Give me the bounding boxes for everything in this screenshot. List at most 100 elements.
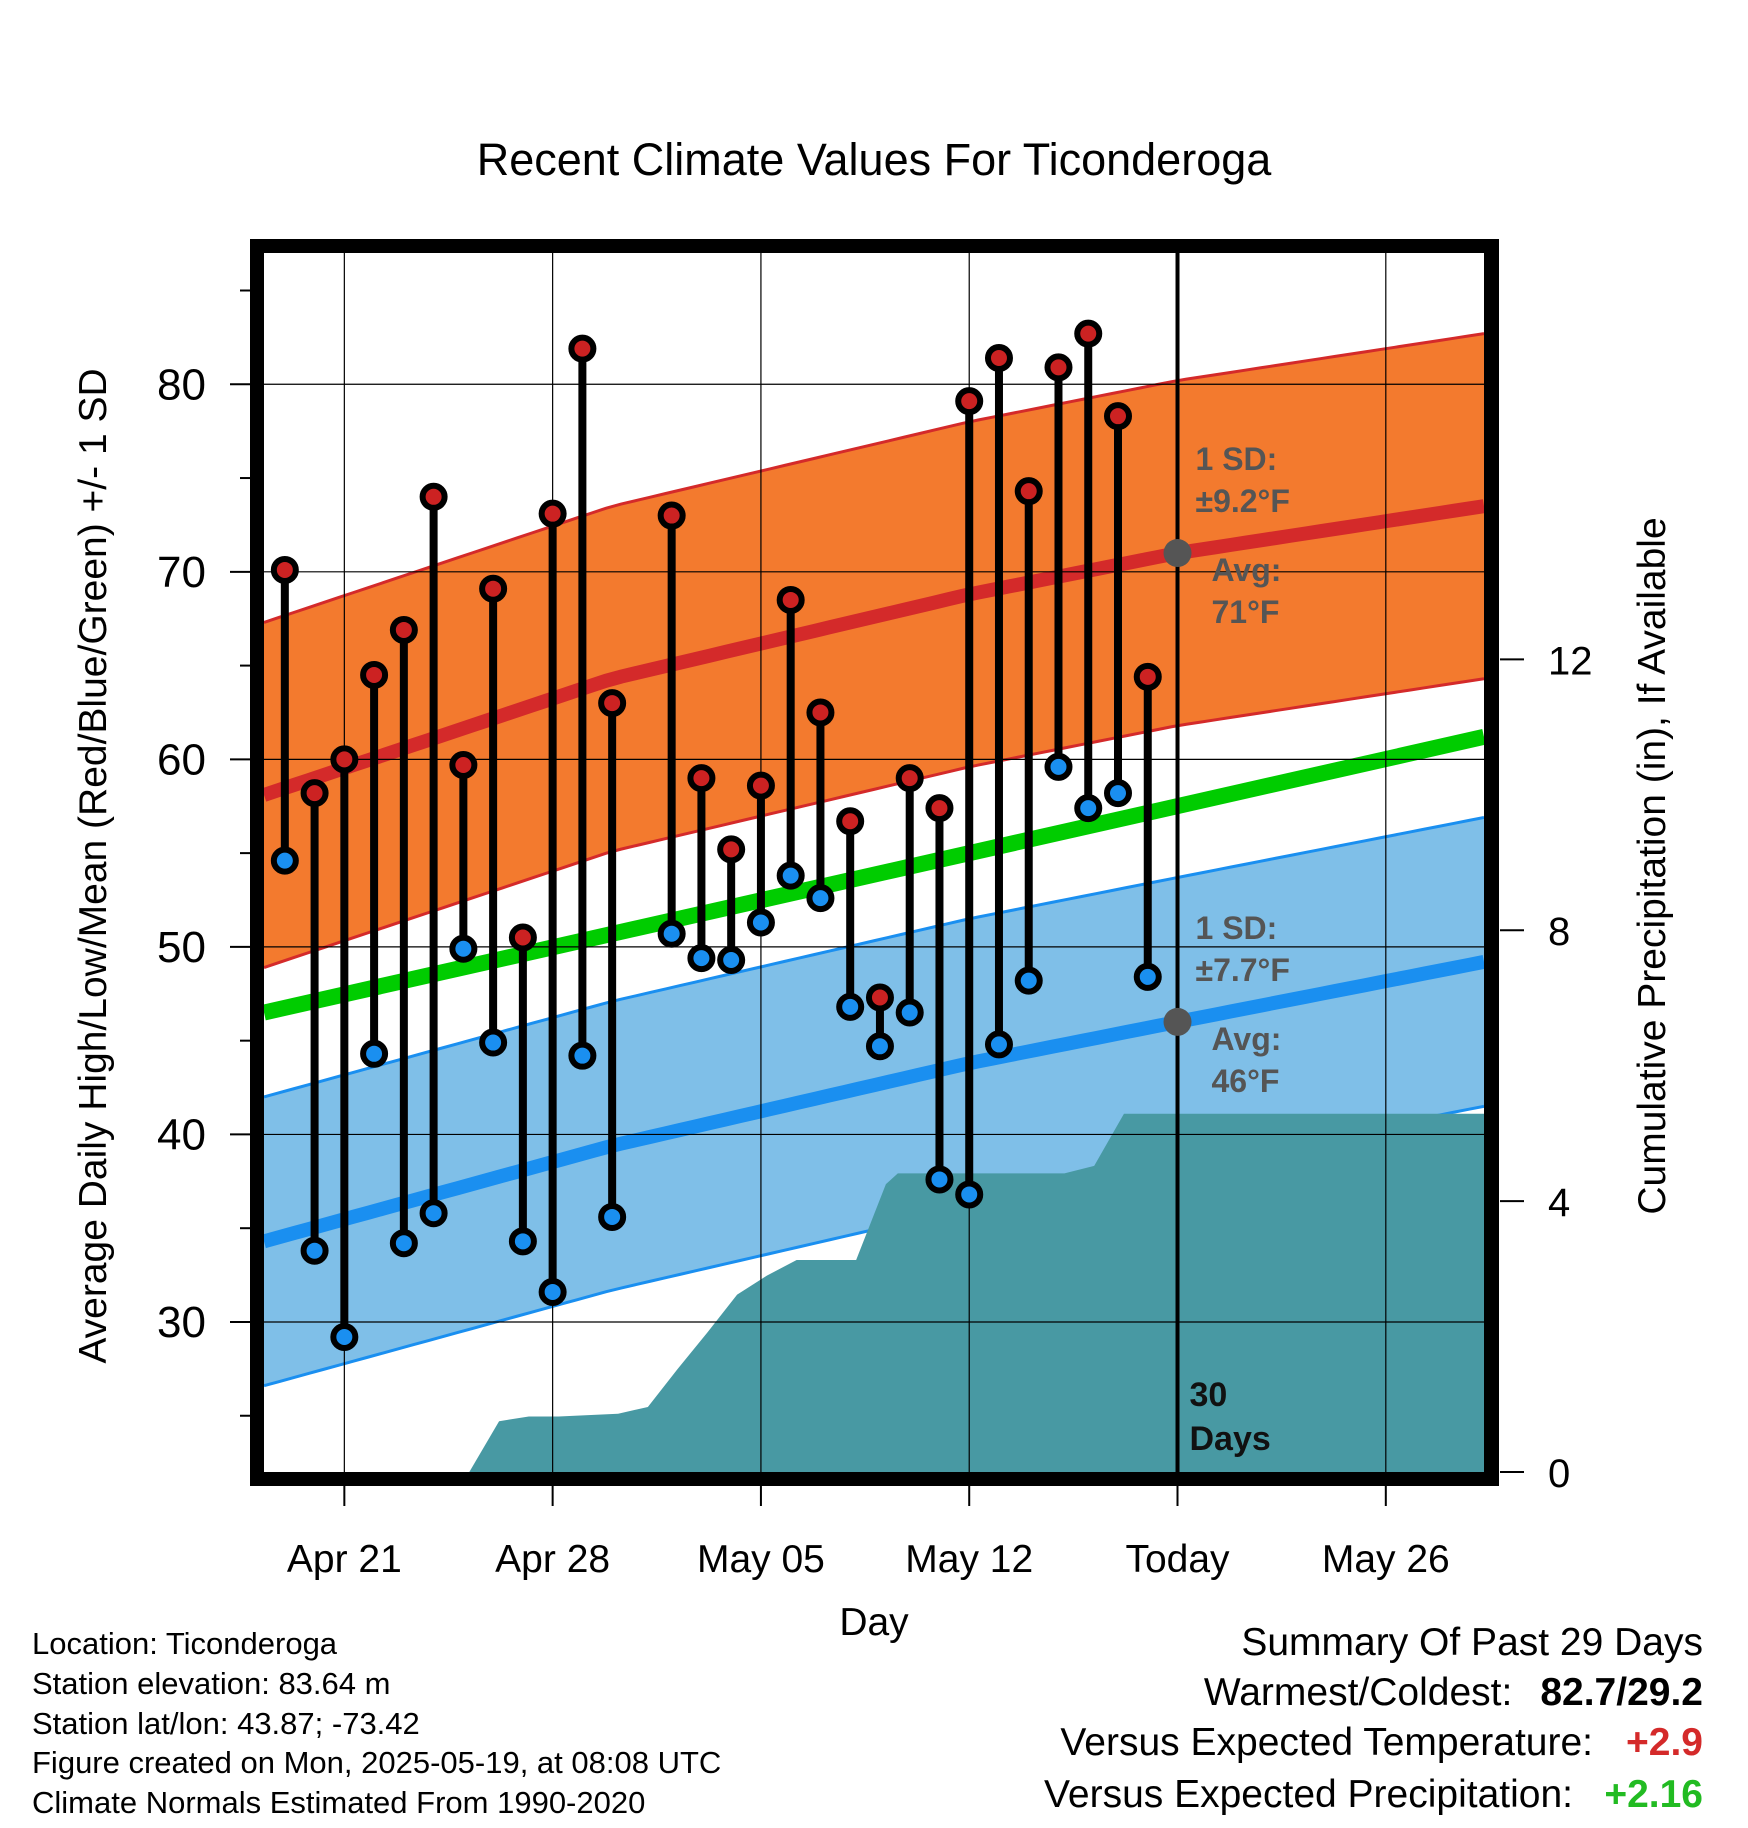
summary-warmest-value: 82.7/29.2 <box>1540 1671 1703 1714</box>
summary-precip-label: Versus Expected Precipitation: <box>1044 1773 1573 1816</box>
observed-high-point <box>389 615 418 644</box>
observed-high-point <box>508 923 537 952</box>
observed-low-point <box>806 884 835 913</box>
observed-high-point <box>776 585 805 614</box>
x-tick-label: Apr 21 <box>287 1538 402 1581</box>
observed-low-point <box>270 846 299 875</box>
observed-low-point <box>836 992 865 1021</box>
precip-area <box>469 1113 1484 1472</box>
normal-mean-line <box>264 729 1484 1021</box>
y2-tick-label: 12 <box>1548 639 1593 683</box>
info-created: Figure created on Mon, 2025-05-19, at 08… <box>32 1745 722 1780</box>
y-tick-label: 60 <box>157 735 206 784</box>
x-axis-title: Day <box>839 1601 909 1644</box>
normal-low-sd-title: 1 SD: <box>1196 910 1278 946</box>
observed-high-point <box>865 983 894 1012</box>
x-tick-label: May 05 <box>697 1538 825 1581</box>
plot-layers <box>264 253 1484 1472</box>
x-tick-label: Today <box>1125 1538 1230 1581</box>
observed-high-point <box>270 555 299 584</box>
observed-low-point <box>657 919 686 948</box>
observed-low-point <box>955 1180 984 1209</box>
observed-high-point <box>925 794 954 823</box>
observed-high-point <box>806 698 835 727</box>
summary-temp: Versus Expected Temperature: +2.9 <box>1060 1723 1703 1762</box>
summary-warmest-label: Warmest/Coldest: <box>1203 1671 1513 1714</box>
observed-low-point <box>776 861 805 890</box>
normal-low-band-upper <box>264 816 1484 1099</box>
normal-low-sd-value: ±7.7°F <box>1196 952 1290 988</box>
normal-high-sd-title: 1 SD: <box>1196 441 1278 477</box>
normal-high-avg-value: 71°F <box>1212 594 1280 630</box>
observed-high-point <box>746 771 775 800</box>
observed-high-point <box>300 779 329 808</box>
info-location: Location: Ticonderoga <box>32 1626 338 1661</box>
y-tick-label: 50 <box>157 923 206 972</box>
normal-high-band-upper <box>264 332 1484 624</box>
y2-tick-label: 4 <box>1548 1181 1570 1225</box>
chart-title: Recent Climate Values For Ticonderoga <box>477 134 1273 185</box>
y2-axis-title: Cumulative Precipitation (in), If Availa… <box>1631 517 1674 1214</box>
observed-high-point <box>568 334 597 363</box>
summary-precip-value: +2.16 <box>1604 1773 1703 1816</box>
observed-high-point <box>449 750 478 779</box>
normal-low-avg-title: Avg: <box>1212 1021 1282 1057</box>
y-tick-label: 70 <box>157 548 206 597</box>
observed-low-point <box>598 1202 627 1231</box>
observed-low-point <box>865 1032 894 1061</box>
observed-high-point <box>657 501 686 530</box>
observed-low-point <box>1104 779 1132 808</box>
summary-heading: Summary Of Past 29 Days <box>1241 1621 1703 1664</box>
observed-low-point <box>330 1322 359 1351</box>
observed-low-point <box>1074 794 1103 823</box>
observed-low-point <box>538 1277 567 1306</box>
info-latlon: Station lat/lon: 43.87; -73.42 <box>32 1706 420 1741</box>
observed-low-point <box>568 1041 597 1070</box>
y-tick-label: 80 <box>157 360 206 409</box>
observed-low-point <box>895 998 924 1027</box>
observed-low-point <box>449 934 478 963</box>
summary-temp-value: +2.9 <box>1626 1721 1703 1764</box>
observed-high-point <box>836 807 865 836</box>
normal-low-today-marker <box>1163 1007 1192 1036</box>
info-normals: Climate Normals Estimated From 1990-2020 <box>32 1785 646 1820</box>
normal-high-avg-line <box>264 499 1484 802</box>
x-tick-label: May 26 <box>1322 1538 1450 1581</box>
y-axis-title: Average Daily High/Low/Mean (Red/Blue/Gr… <box>72 368 115 1363</box>
today-days-number: 30 <box>1190 1376 1228 1414</box>
observed-low-point <box>746 908 775 937</box>
normal-low-avg-value: 46°F <box>1212 1063 1280 1099</box>
observed-low-point <box>687 944 716 973</box>
today-days-word: Days <box>1190 1420 1271 1458</box>
info-elevation: Station elevation: 83.64 m <box>32 1666 391 1701</box>
observed-low-point <box>508 1227 537 1256</box>
observed-low-point <box>1133 962 1162 991</box>
y2-tick-label: 8 <box>1548 910 1570 954</box>
observed-high-point <box>955 387 984 416</box>
observed-low-point <box>419 1199 448 1228</box>
summary-temp-label: Versus Expected Temperature: <box>1060 1721 1593 1764</box>
observed-low-point <box>360 1039 389 1068</box>
observed-low-point <box>479 1028 508 1057</box>
observed-high-point <box>360 660 389 689</box>
normal-low-avg-line <box>264 955 1484 1249</box>
observed-high-point <box>687 764 716 793</box>
observed-high-point <box>598 689 627 718</box>
observed-high-point <box>717 835 746 864</box>
observed-low-point <box>984 1030 1013 1059</box>
summary-warmest: Warmest/Coldest: 82.7/29.2 <box>1204 1673 1703 1712</box>
observed-high-point <box>419 482 448 511</box>
observed-low-point <box>925 1165 954 1194</box>
y2-tick-label: 0 <box>1548 1452 1570 1496</box>
normal-high-sd-value: ±9.2°F <box>1196 483 1290 519</box>
observed-high-point <box>984 344 1013 373</box>
observed-high-point <box>1044 353 1073 382</box>
x-tick-label: Apr 28 <box>495 1538 610 1581</box>
normal-high-avg-title: Avg: <box>1212 552 1282 588</box>
y-tick-label: 30 <box>157 1298 206 1347</box>
observed-high-point <box>1133 662 1162 691</box>
summary-precip: Versus Expected Precipitation: +2.16 <box>1044 1775 1703 1814</box>
normal-high-today-marker <box>1163 539 1192 568</box>
observed-low-point <box>300 1236 329 1265</box>
